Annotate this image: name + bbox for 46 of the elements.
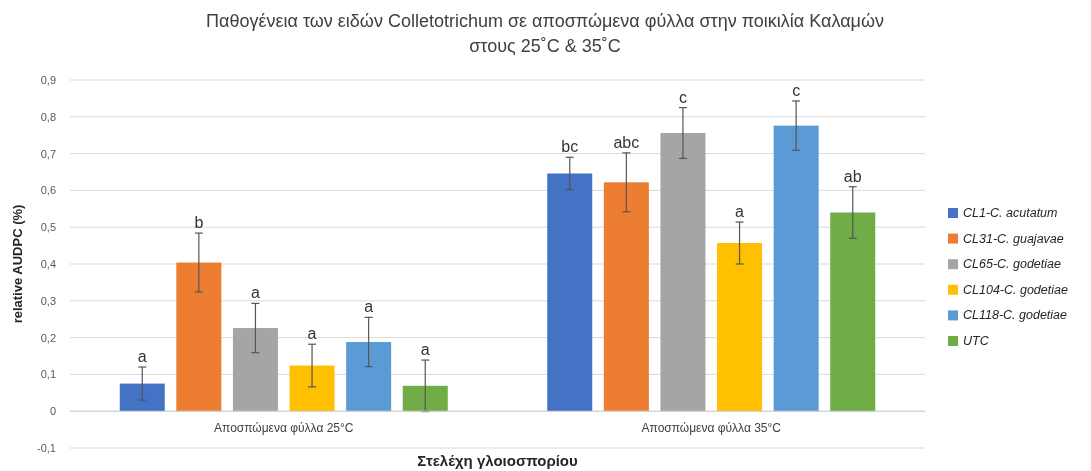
bar: [547, 173, 593, 412]
legend-label: CL65-C. godetiae: [963, 257, 1062, 272]
x-tick-label: Αποσπώμενα φύλλα 25°C: [214, 421, 354, 435]
annotation: a: [251, 284, 260, 302]
annotation: b: [194, 214, 204, 232]
y-tick-label: -0,1: [37, 442, 56, 454]
bar: [402, 385, 448, 412]
bar: [773, 125, 819, 412]
annotation: abc: [613, 133, 640, 151]
legend-label: UTC: [963, 334, 990, 348]
annotation: c: [678, 88, 687, 106]
bar: [346, 342, 392, 412]
annotation: a: [420, 341, 430, 359]
y-tick-label: 0,3: [40, 294, 56, 307]
annotation: c: [792, 81, 801, 99]
annotation: ab: [843, 167, 862, 185]
legend-label: CL1-C. acutatum: [963, 206, 1058, 220]
y-tick-label: 0: [49, 405, 56, 418]
annotation: bc: [561, 138, 579, 156]
y-tick-label: 0,1: [40, 368, 56, 381]
annotation: a: [735, 203, 745, 221]
y-tick-label: 0,9: [40, 74, 56, 86]
bar: [176, 262, 222, 412]
y-tick-label: 0,8: [40, 110, 56, 123]
annotation: a: [307, 325, 317, 343]
legend-label: CL31-C. guajavae: [963, 231, 1064, 246]
bar: [232, 328, 278, 412]
y-axis-title: relative AUDPC (%): [10, 204, 25, 324]
bar: [830, 212, 876, 412]
y-tick-label: 0,4: [40, 258, 56, 270]
x-tick-label: Αποσπώμενα φύλλα 35°C: [641, 421, 782, 435]
bar: [717, 243, 763, 412]
y-tick-label: 0,7: [40, 147, 56, 160]
y-tick-label: 0,5: [40, 221, 56, 234]
bar: [603, 182, 649, 412]
bar: [119, 383, 165, 412]
annotation: a: [364, 298, 374, 316]
y-tick-label: 0,2: [40, 331, 56, 344]
bar: [660, 132, 706, 412]
y-tick-label: 0,6: [40, 184, 56, 197]
x-axis-title: Στελέχη γλοιοσπορίου: [417, 452, 578, 469]
chart-title: Παθογένεια των ειδών Colletotrichum σε αποσπώμενα φύλλα στην ποικιλία Καλαμών στους 25˚C & 35˚C: [206, 11, 884, 56]
annotation: a: [137, 348, 147, 366]
legend-label: CL118-C. godetiae: [963, 308, 1068, 323]
legend-label: CL104-C. godetiae: [963, 282, 1068, 297]
bar: [289, 365, 335, 412]
